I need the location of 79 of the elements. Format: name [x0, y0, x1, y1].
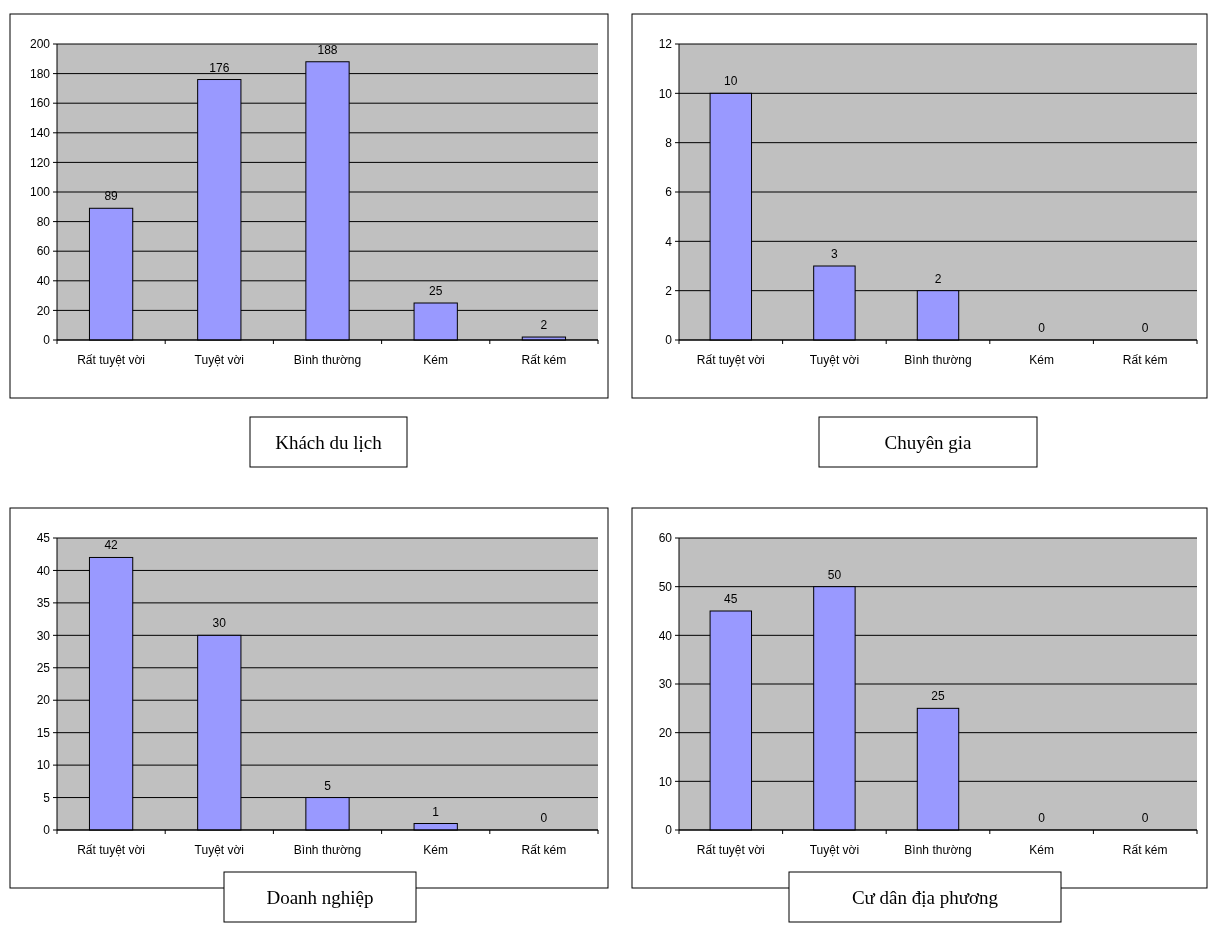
text: Doanh nghiệp [266, 886, 374, 908]
y-tick-label: 20 [658, 725, 673, 740]
y-tick-label: 12 [658, 37, 673, 52]
y-tick-label: 35 [36, 596, 51, 611]
y-tick-label: 6 [665, 185, 673, 200]
y-tick-label: 30 [36, 628, 51, 643]
x-tick-label: Bình thường [293, 353, 362, 367]
y-tick-label: 60 [658, 531, 673, 546]
text: Khách du lịch [275, 431, 383, 453]
y-tick-label: 40 [36, 563, 51, 578]
y-tick-label: 5 [43, 790, 51, 805]
y-tick-label: 10 [36, 758, 51, 773]
y-tick-label: 60 [36, 244, 51, 259]
y-tick-label: 40 [658, 628, 673, 643]
y-tick-label: 4 [665, 234, 673, 249]
y-tick-label: 180 [29, 66, 51, 81]
data-label: 0 [1141, 811, 1149, 825]
y-tick-label: 100 [29, 185, 51, 200]
y-tick-label: 50 [658, 579, 673, 594]
x-tick-label: Rất kém [1122, 843, 1168, 857]
x-tick-label: Rất tuyệt vời [696, 353, 765, 367]
data-label: 188 [317, 42, 338, 57]
y-tick-label: 10 [658, 774, 673, 789]
y-tick-label: 200 [29, 37, 51, 52]
x-tick-label: Kém [1029, 843, 1054, 857]
data-label: 3 [831, 247, 839, 261]
data-label: 2 [934, 271, 942, 286]
y-tick-label: 20 [36, 303, 51, 318]
x-tick-label: Tuyệt vời [809, 843, 860, 857]
data-label: 0 [540, 811, 548, 825]
y-tick-label: 140 [29, 126, 51, 140]
text: Chuyên gia [884, 431, 973, 453]
x-tick-label: Bình thường [293, 843, 362, 857]
y-tick-label: 8 [665, 135, 673, 150]
y-tick-label: 0 [665, 333, 673, 348]
x-tick-label: Kém [1029, 353, 1054, 367]
x-tick-label: Rất kém [521, 843, 567, 857]
data-label: 10 [724, 74, 738, 89]
data-label: 0 [1038, 321, 1046, 335]
x-tick-label: Tuyệt vời [194, 843, 245, 857]
y-tick-label: 0 [43, 823, 51, 838]
y-tick-label: 0 [665, 823, 673, 838]
y-tick-label: 20 [36, 693, 51, 708]
data-label: 0 [1141, 321, 1149, 335]
y-tick-label: 30 [658, 677, 673, 692]
y-tick-label: 40 [36, 274, 51, 288]
data-label: 45 [724, 592, 738, 606]
x-tick-label: Kém [423, 353, 449, 367]
data-label: 50 [827, 567, 842, 582]
x-tick-label: Bình thường [904, 843, 972, 857]
x-tick-label: Rất tuyệt vời [77, 353, 146, 367]
x-tick-label: Bình thường [904, 353, 972, 367]
y-tick-label: 10 [658, 86, 673, 101]
y-tick-label: 2 [665, 283, 673, 298]
data-label: 0 [1038, 811, 1046, 825]
x-tick-label: Rất kém [521, 353, 567, 367]
x-tick-label: Rất tuyệt vời [696, 843, 765, 857]
x-tick-label: Tuyệt vời [194, 353, 245, 367]
data-label: 42 [104, 538, 119, 553]
y-tick-label: 45 [36, 531, 51, 546]
x-tick-label: Kém [423, 843, 449, 857]
y-tick-label: 0 [43, 333, 51, 348]
x-tick-label: Rất kém [1122, 353, 1168, 367]
y-tick-label: 120 [29, 155, 51, 170]
y-tick-label: 15 [36, 725, 51, 740]
data-label: 25 [931, 689, 945, 704]
data-label: 2 [540, 318, 548, 333]
data-label: 30 [212, 616, 227, 631]
data-label: 5 [324, 778, 332, 793]
data-label: 25 [429, 284, 443, 298]
x-tick-label: Tuyệt vời [809, 353, 860, 367]
data-label: 89 [104, 189, 119, 204]
data-label: 176 [209, 60, 230, 75]
y-tick-label: 25 [36, 660, 51, 675]
data-label: 1 [432, 804, 440, 819]
x-tick-label: Rất tuyệt vời [77, 843, 146, 857]
text: Cư dân địa phương [851, 886, 999, 908]
y-tick-label: 80 [36, 214, 51, 229]
y-tick-label: 160 [29, 96, 51, 111]
